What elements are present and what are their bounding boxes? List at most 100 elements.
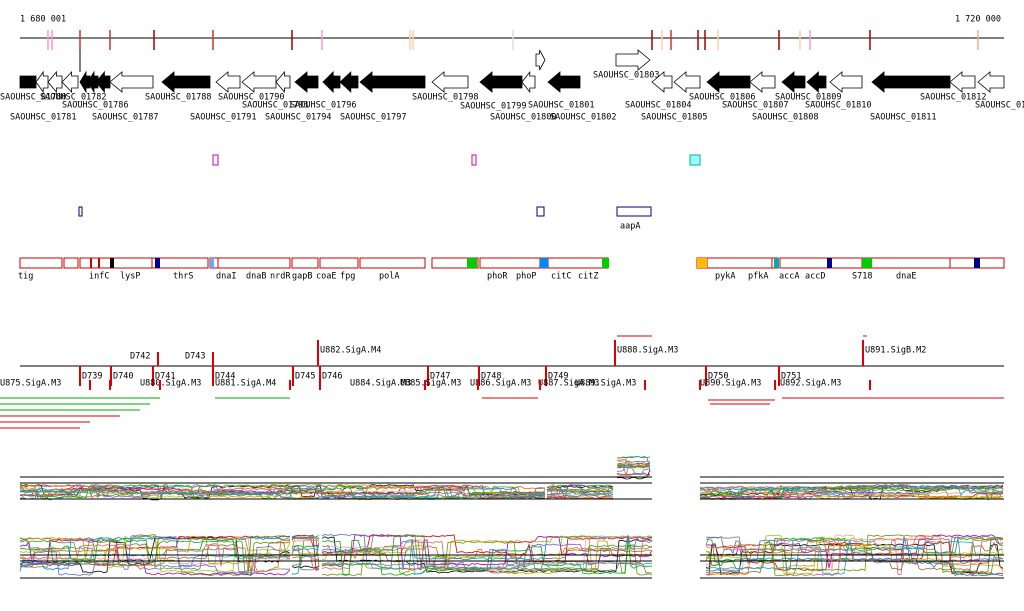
operon-mark — [210, 258, 214, 268]
operon-label: dnaE — [896, 272, 916, 282]
gene-label: SAOUHSC_01802 — [550, 113, 617, 123]
expression-line — [321, 548, 653, 575]
operon-mark — [90, 258, 92, 268]
operon-label: phoP — [516, 272, 536, 282]
terminator-label: D749 — [548, 372, 568, 382]
expression-line — [705, 536, 1004, 565]
terminator-label: D744 — [215, 372, 235, 382]
operon-mark — [697, 258, 707, 268]
terminator-label: D747 — [430, 372, 450, 382]
gene-label: SAOUHSC_01812 — [920, 93, 987, 103]
operon-box — [217, 257, 291, 269]
operon-box — [431, 257, 479, 269]
gene-label: SAOUHSC_01781 — [10, 113, 77, 123]
expression-line — [19, 484, 546, 500]
promoter-label: U890.SigA.M3 — [700, 379, 761, 389]
expression-line — [19, 487, 546, 500]
expression-line — [546, 486, 614, 500]
gene-arrow — [95, 70, 111, 94]
operon-mark — [155, 258, 160, 268]
operon-box — [151, 257, 209, 269]
operon-mark — [827, 258, 832, 268]
operon-mark — [602, 258, 609, 268]
expression-line — [19, 535, 291, 565]
expression-line — [705, 534, 1004, 569]
gene-arrow — [294, 71, 319, 93]
expression-line — [705, 539, 1004, 576]
gene-arrow — [339, 71, 359, 93]
expression-line — [291, 555, 320, 561]
promoter-label: U888.SigA.M3 — [617, 346, 678, 356]
terminator-label: D740 — [113, 372, 133, 382]
expression-line — [291, 542, 320, 575]
gene-label: SAOUHSC_01811 — [870, 113, 937, 123]
gene-label: SAOUHSC_01809 — [775, 93, 842, 103]
gene-arrow — [535, 49, 546, 71]
promoter-label: U887.SigA.M3 — [538, 379, 599, 389]
promoter-label: U891.SigB.M2 — [865, 346, 926, 356]
terminator-label: D741 — [155, 372, 175, 382]
operon-label: coaE — [316, 272, 336, 282]
gene-arrow — [322, 71, 341, 93]
expression-line — [19, 538, 291, 573]
terminator-label: D746 — [322, 372, 342, 382]
terminator-label: D743 — [185, 352, 205, 362]
gene-label: SAOUHSC_01794 — [265, 113, 332, 123]
operon-label: accA — [779, 272, 799, 282]
terminator-label: D739 — [82, 372, 102, 382]
gene-label: SAOUHSC_01807 — [722, 101, 789, 111]
gene-arrow — [949, 71, 976, 93]
expression-line — [291, 537, 320, 550]
expression-line — [291, 544, 320, 571]
gene-arrow — [359, 71, 426, 93]
operon-label: polA — [379, 272, 399, 282]
operon-box — [779, 257, 831, 269]
gene-label: SAOUHSC_01780 — [0, 93, 67, 103]
feature-box — [212, 154, 219, 166]
gene-arrow — [871, 71, 951, 93]
gene-label: SAOUHSC_01790 — [218, 93, 285, 103]
operon-label: tig — [18, 272, 33, 282]
gene-arrow — [806, 71, 827, 93]
expression-line — [291, 545, 320, 555]
gene-label: SAOUHSC_01787 — [92, 113, 159, 123]
gene-label: SAOUHSC_01796 — [290, 101, 357, 111]
expression-line — [699, 485, 1004, 501]
gene-label: SAOUHSC_01813 — [975, 101, 1024, 111]
operon-box — [706, 257, 773, 269]
expression-line — [705, 541, 1004, 576]
gene-label: SAOUHSC_01797 — [340, 113, 407, 123]
promoter-label: U884.SigA.M3 — [350, 379, 411, 389]
operon-label: pfkA — [748, 272, 768, 282]
expression-line — [616, 466, 651, 476]
expression-line — [616, 460, 651, 472]
expression-line — [19, 535, 291, 567]
gene-label: SAOUHSC_01810 — [805, 101, 872, 111]
gene-label: SAOUHSC_01803 — [593, 71, 660, 81]
operon-mark — [862, 258, 872, 268]
gene-label: SAOUHSC_01800 — [490, 113, 557, 123]
operon-label: phoR — [487, 272, 508, 282]
terminator-label: D750 — [708, 372, 728, 382]
expression-line — [19, 483, 546, 500]
expression-line — [291, 536, 320, 540]
operon-label: nrdR — [270, 272, 291, 282]
expression-line — [616, 455, 651, 459]
operon-label: accD — [805, 272, 825, 282]
gene-arrow — [19, 75, 37, 89]
gene-arrow — [275, 70, 291, 94]
expression-line — [546, 488, 614, 497]
gene-arrow — [781, 71, 806, 93]
operon-box — [359, 257, 426, 269]
ruler-end: 1 720 000 — [955, 15, 1001, 25]
expression-line — [546, 484, 614, 490]
gene-arrow — [109, 71, 154, 93]
operon-box — [19, 257, 63, 269]
operon-label: S718 — [852, 272, 872, 282]
gene-arrow — [829, 71, 863, 93]
expression-line — [321, 535, 653, 575]
gene-label: SAOUHSC_01786 — [62, 101, 129, 111]
operon-label: dnaB — [246, 272, 266, 282]
operon-mark — [774, 258, 779, 268]
